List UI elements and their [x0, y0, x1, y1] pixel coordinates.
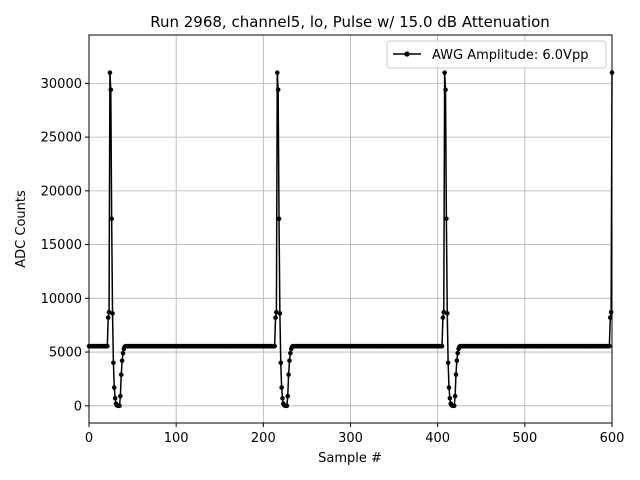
data-point: [443, 87, 448, 93]
legend-entry-label: AWG Amplitude: 6.0Vpp: [432, 48, 588, 63]
legend-marker-swatch: [404, 51, 410, 57]
data-point: [451, 403, 457, 409]
data-point: [285, 393, 291, 399]
data-point: [110, 311, 115, 316]
x-tick-label: 200: [251, 431, 276, 446]
data-point: [280, 395, 285, 401]
data-point: [444, 311, 450, 316]
data-point: [112, 395, 118, 401]
data-point: [607, 315, 613, 320]
data-point: [108, 87, 114, 93]
data-point: [607, 343, 612, 349]
data-point: [107, 70, 113, 75]
data-point: [454, 358, 460, 363]
data-point: [277, 311, 283, 316]
data-point: [109, 216, 114, 222]
data-point: [441, 310, 447, 315]
y-tick-label: 10000: [41, 292, 82, 307]
data-point: [275, 87, 281, 93]
data-point: [274, 70, 280, 75]
data-point: [272, 343, 277, 349]
data-point: [444, 216, 449, 222]
x-axis-ticks: 0 100 200 300 400 500 600: [85, 423, 625, 446]
data-point: [453, 372, 459, 377]
data-point: [278, 360, 284, 366]
data-point: [287, 358, 292, 363]
data-point: [284, 403, 290, 409]
y-tick-label: 5000: [49, 346, 82, 361]
data-point: [273, 315, 278, 320]
data-point: [288, 350, 293, 356]
data-point: [105, 315, 111, 320]
y-tick-label: 20000: [41, 184, 82, 199]
data-point: [445, 360, 451, 366]
data-point: [455, 350, 461, 356]
data-point: [446, 385, 452, 390]
data-point: [279, 385, 284, 390]
data-point: [452, 393, 458, 399]
y-tick-label: 0: [74, 399, 82, 414]
data-point: [118, 372, 124, 377]
data-point: [117, 403, 122, 409]
y-tick-label: 25000: [41, 131, 82, 146]
data-point: [106, 310, 112, 315]
data-point: [276, 216, 282, 222]
data-point: [105, 343, 110, 349]
x-tick-label: 0: [85, 431, 93, 446]
data-point: [447, 395, 453, 401]
data-point: [111, 385, 117, 390]
data-point: [439, 343, 445, 349]
data-point: [274, 310, 279, 315]
data-point: [442, 70, 447, 75]
series-layer: [86, 70, 615, 409]
data-point: [111, 360, 116, 366]
legend: AWG Amplitude: 6.0Vpp: [386, 40, 607, 69]
x-tick-label: 100: [164, 431, 189, 446]
y-tick-label: 30000: [41, 77, 82, 92]
y-axis-label: ADC Counts: [14, 190, 29, 268]
x-tick-label: 300: [338, 431, 363, 446]
data-point: [286, 372, 291, 377]
data-point: [608, 310, 614, 315]
x-tick-label: 400: [425, 431, 450, 446]
legend-box: [386, 40, 607, 69]
y-axis-ticks: 0 5000 10000 15000 20000 25000 30000: [41, 77, 89, 414]
x-tick-label: 600: [600, 431, 625, 446]
data-point: [119, 358, 125, 363]
chart-title: Run 2968, channel5, lo, Pulse w/ 15.0 dB…: [150, 13, 550, 31]
data-point: [440, 315, 446, 320]
data-point: [120, 350, 126, 356]
y-tick-label: 15000: [41, 238, 82, 253]
data-point: [118, 393, 123, 399]
grid: [88, 35, 613, 423]
x-tick-label: 500: [512, 431, 537, 446]
x-axis-label: Sample #: [318, 451, 382, 466]
